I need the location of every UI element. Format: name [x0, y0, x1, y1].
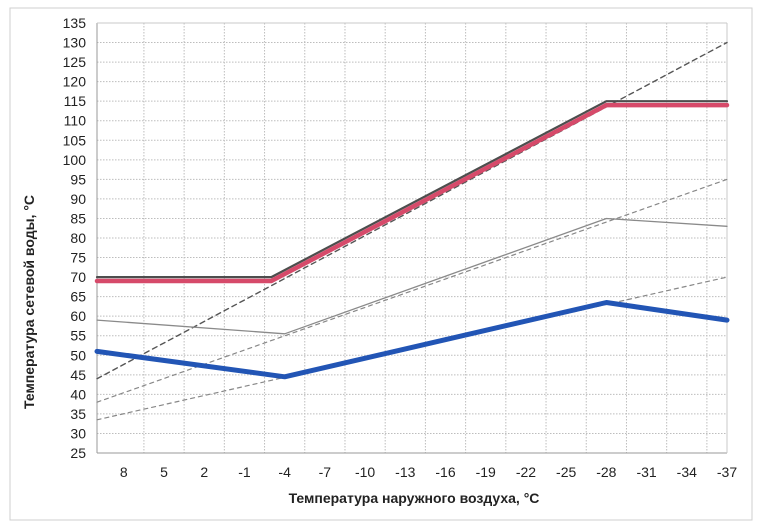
x-tick-label: 2: [200, 464, 208, 480]
x-tick-label: -25: [556, 464, 576, 480]
x-tick-label: 8: [120, 464, 128, 480]
y-tick-label: 115: [64, 93, 87, 109]
x-tick-label: -7: [319, 464, 332, 480]
series-layer: [94, 41, 730, 421]
x-tick-label: -13: [395, 464, 415, 480]
x-tick-labels: 8 5 2 -1 -4 -7 -10 -13 -16 -19 -22 -25 -28 -31 -34 -37: [120, 464, 737, 480]
grid: [96, 22, 728, 454]
series-line-dark-thick-1: [95, 100, 729, 279]
series-line-red-thick-0: [94, 102, 730, 284]
x-tick-label: -4: [278, 464, 291, 480]
y-tick-label: 30: [70, 425, 86, 441]
y-tick-label: 70: [70, 269, 86, 285]
y-tick-label: 45: [70, 367, 86, 383]
y-tick-label: 25: [70, 445, 86, 461]
y-tick-label: 100: [63, 152, 87, 168]
x-tick-label: 5: [160, 464, 168, 480]
y-tick-label: 130: [63, 35, 87, 51]
x-tick-label: -22: [516, 464, 536, 480]
y-tick-labels: 25 30 35 40 45 50 55 60 65 70 75 80 85 90 95 100 105 110 1…: [63, 15, 87, 461]
y-tick-label: 80: [70, 230, 86, 246]
series-line-dashed-dark-4: [96, 41, 728, 380]
series-line-gray-thin-3: [96, 217, 728, 335]
y-tick-label: 75: [70, 250, 86, 266]
y-axis-title: Температура сетевой воды, °C: [21, 195, 37, 409]
y-tick-label: 65: [70, 289, 86, 305]
x-tick-label: -31: [636, 464, 656, 480]
x-tick-label: -19: [476, 464, 496, 480]
y-tick-label: 60: [70, 308, 86, 324]
chart-border: [9, 7, 753, 521]
y-tick-label: 55: [70, 328, 86, 344]
y-tick-label: 35: [70, 406, 86, 422]
x-tick-label: -28: [596, 464, 616, 480]
y-tick-label: 125: [63, 54, 87, 70]
x-tick-label: -37: [717, 464, 737, 480]
y-tick-label: 50: [70, 347, 86, 363]
y-tick-label: 105: [63, 132, 87, 148]
y-tick-label: 135: [63, 15, 87, 31]
y-tick-label: 90: [70, 191, 86, 207]
x-tick-label: -16: [435, 464, 455, 480]
y-tick-label: 120: [63, 74, 87, 90]
y-tick-label: 85: [70, 210, 86, 226]
x-tick-label: -10: [355, 464, 375, 480]
y-tick-label: 95: [70, 171, 86, 187]
y-tick-label: 110: [64, 113, 87, 129]
x-tick-label: -34: [677, 464, 697, 480]
x-axis-title: Температура наружного воздуха, °C: [289, 490, 540, 506]
series-line-blue-thick-2: [94, 300, 730, 380]
x-tick-label: -1: [238, 464, 251, 480]
y-tick-label: 40: [70, 386, 86, 402]
